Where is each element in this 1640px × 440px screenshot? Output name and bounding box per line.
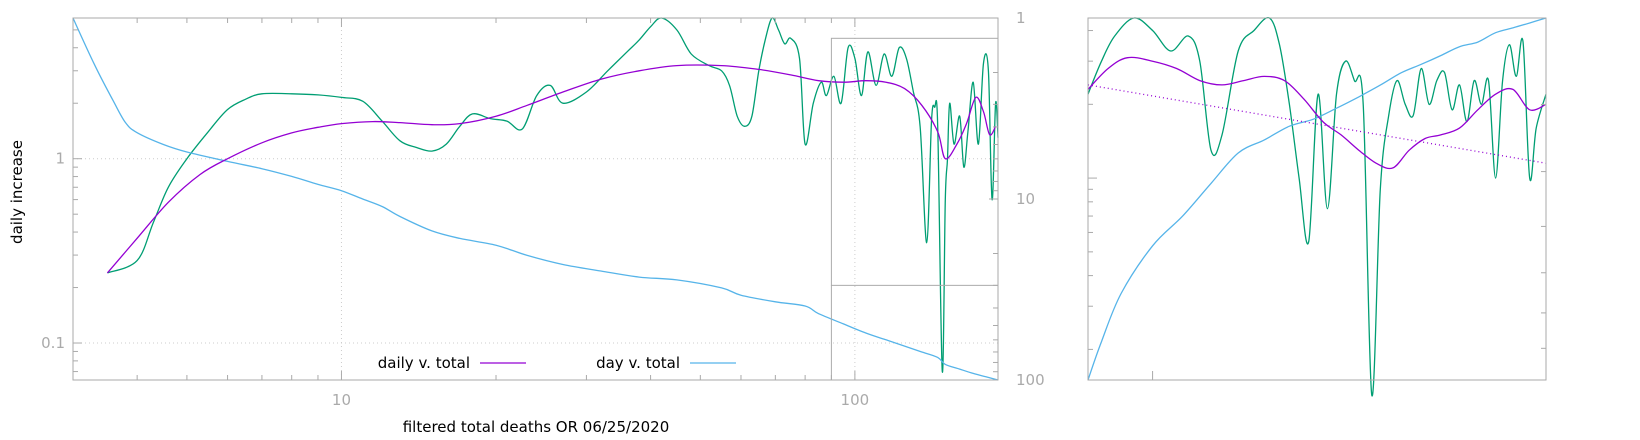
series-line: [107, 18, 998, 372]
legend-label-daily: daily v. total: [378, 354, 470, 372]
x-axis-title: filtered total deaths OR 06/25/2020: [403, 418, 670, 436]
series-line: [73, 18, 998, 380]
x-tick-label: 100: [841, 391, 870, 409]
legend-label-day: day v. total: [596, 354, 680, 372]
main-grid: [73, 18, 998, 380]
y-tick-label: 1: [55, 150, 65, 168]
inset-plot-frame: [1088, 18, 1546, 380]
inset-panel: [1088, 18, 1546, 396]
main-panel: 10 100 1 0.1 1 10 100: [41, 9, 1045, 409]
series-line: [107, 65, 995, 273]
main-series: [73, 18, 998, 380]
inset-series: [1088, 18, 1546, 396]
main-plot-frame: [73, 18, 998, 380]
y-axis-title: daily increase: [8, 140, 26, 244]
inset-series-line: [1088, 57, 1546, 168]
x-tick-label: 10: [332, 391, 351, 409]
inset-ticks: [1088, 18, 1546, 380]
y2-tick-label: 1: [1016, 9, 1026, 27]
y-tick-label: 0.1: [41, 334, 65, 352]
y2-tick-label: 100: [1016, 371, 1045, 389]
zoom-box: [831, 38, 998, 285]
legend: daily v. total day v. total: [378, 354, 736, 372]
y2-tick-label: 10: [1016, 190, 1035, 208]
inset-series-line: [1088, 18, 1546, 380]
inset-series-line: [1088, 18, 1546, 396]
